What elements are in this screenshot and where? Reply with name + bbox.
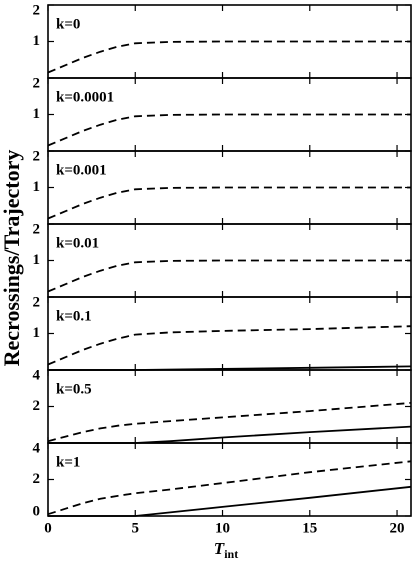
panel-label: k=0.1: [56, 308, 92, 324]
panel-label: k=0.01: [56, 235, 99, 251]
x-axis-label-main: T: [214, 539, 225, 558]
y-tick-label: 1: [33, 179, 41, 195]
y-tick-label: 2: [33, 471, 41, 487]
panel-frame: [47, 369, 412, 444]
y-tick-label: 1: [33, 106, 41, 122]
data-line: [47, 402, 412, 443]
panel-label: k=0.001: [56, 162, 107, 178]
y-tick-label: 2: [33, 294, 41, 310]
y-tick-label: 2: [33, 148, 41, 164]
x-tick-label: 5: [132, 520, 140, 536]
x-tick-label: 20: [390, 520, 405, 536]
panel-frame: [47, 442, 412, 517]
x-axis-label-sub: int: [224, 547, 238, 561]
y-tick-label: 1: [33, 33, 41, 49]
data-line: [47, 40, 411, 74]
panel-label: k=0: [56, 16, 80, 32]
y-tick-label: 2: [33, 221, 41, 237]
y-tick-label: 0: [33, 503, 41, 519]
x-tick-label: 10: [215, 520, 230, 536]
panel-frame: [47, 296, 412, 371]
y-tick-label: 2: [33, 2, 41, 18]
data-line: [47, 186, 411, 220]
x-axis-label: Tint: [214, 539, 238, 561]
panel-label: k=0.0001: [56, 89, 114, 105]
data-line: [47, 325, 412, 366]
y-tick-label: 1: [33, 252, 41, 268]
data-line: [48, 485, 412, 517]
x-tick-label: 15: [302, 520, 317, 536]
panel-label: k=1: [56, 454, 80, 470]
y-tick-label: 2: [33, 398, 41, 414]
x-tick-label: 0: [44, 520, 52, 536]
y-tick-label: 2: [33, 75, 41, 91]
y-tick-label: 1: [33, 325, 41, 341]
data-line: [47, 460, 412, 516]
data-line: [47, 113, 411, 147]
y-tick-label: 4: [33, 440, 41, 456]
data-line: [48, 425, 412, 444]
y-axis-label: Recrossings/Trajectory: [0, 150, 24, 367]
data-line: [47, 259, 411, 293]
panel-label: k=0.5: [56, 381, 92, 397]
y-tick-label: 4: [33, 367, 41, 383]
